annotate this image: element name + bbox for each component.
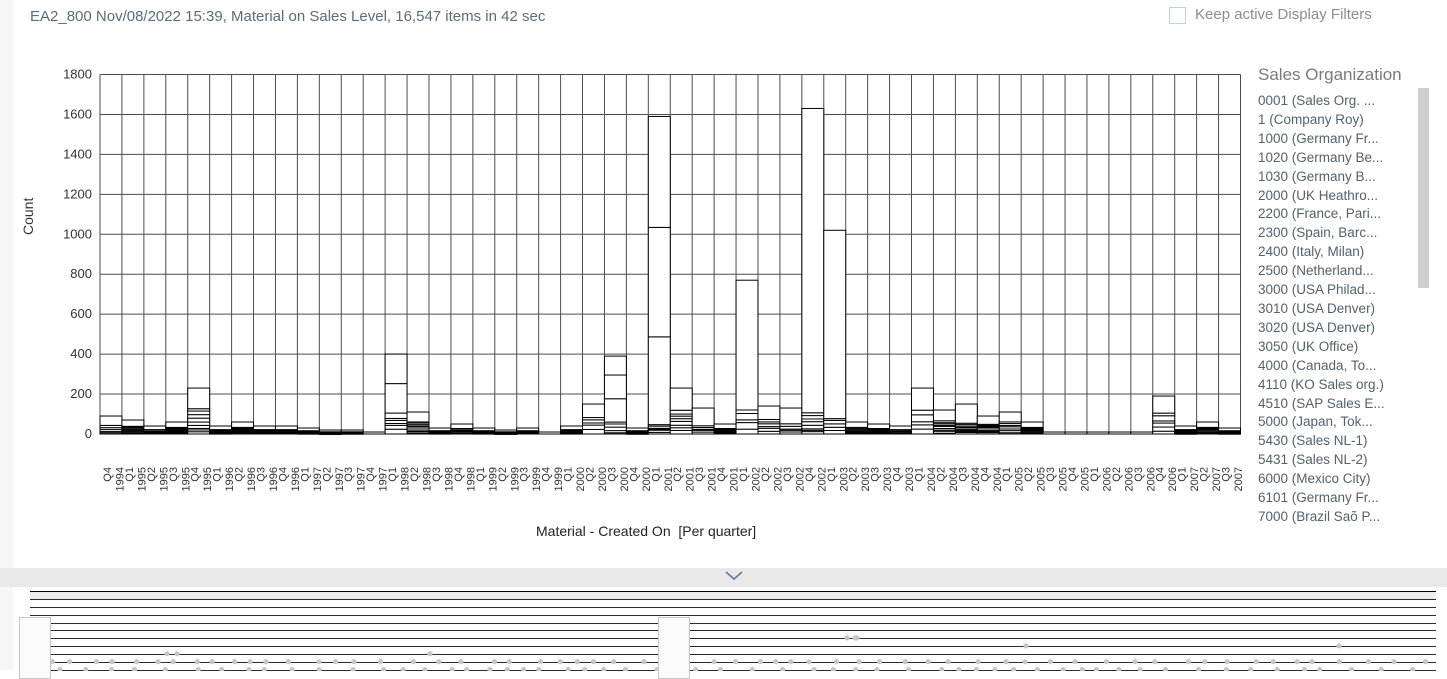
svg-text:0: 0	[85, 426, 92, 441]
svg-text:Q31996: Q31996	[256, 467, 281, 491]
svg-text:Q11999: Q11999	[475, 467, 500, 491]
svg-text:Q32000: Q32000	[606, 467, 631, 491]
svg-text:Q21998: Q21998	[409, 467, 434, 491]
svg-text:Q21995: Q21995	[146, 467, 171, 491]
svg-text:Q32003: Q32003	[870, 467, 895, 491]
svg-text:Q31999: Q31999	[519, 467, 544, 491]
svg-text:Q22000: Q22000	[584, 467, 609, 491]
svg-text:Q12001: Q12001	[650, 467, 675, 491]
svg-text:Q12002: Q12002	[738, 467, 763, 491]
svg-text:Q22002: Q22002	[760, 467, 785, 491]
svg-text:Q42003: Q42003	[892, 467, 917, 491]
svg-text:1400: 1400	[63, 146, 92, 161]
svg-text:Q41999: Q41999	[541, 467, 566, 491]
svg-text:Q41997: Q41997	[365, 467, 390, 491]
svg-text:Q32006: Q32006	[1133, 467, 1158, 491]
svg-text:Q41994: Q41994	[102, 467, 127, 491]
svg-text:Q12005: Q12005	[1001, 467, 1025, 491]
svg-text:Q42006: Q42006	[1155, 467, 1180, 491]
svg-text:1000: 1000	[63, 226, 92, 241]
svg-text:Q22006: Q22006	[1111, 467, 1136, 491]
svg-text:Q11997: Q11997	[299, 467, 324, 491]
svg-text:Q21996: Q21996	[234, 467, 259, 491]
svg-text:1200: 1200	[63, 186, 92, 201]
svg-text:Q42002: Q42002	[804, 467, 829, 491]
svg-text:Q32001: Q32001	[694, 467, 719, 491]
svg-text:600: 600	[70, 306, 92, 321]
svg-text:Q42001: Q42001	[716, 467, 741, 491]
svg-text:1600: 1600	[63, 106, 92, 121]
svg-text:1800: 1800	[63, 67, 92, 82]
svg-text:Q22004: Q22004	[935, 467, 960, 491]
svg-text:Q42005: Q42005	[1067, 467, 1092, 491]
svg-text:Q21997: Q21997	[321, 467, 346, 491]
svg-text:Q22005: Q22005	[1023, 467, 1048, 491]
svg-text:Q11996: Q11996	[212, 467, 237, 491]
svg-text:800: 800	[70, 266, 92, 281]
svg-text:Q11998: Q11998	[387, 467, 412, 491]
svg-text:Q32005: Q32005	[1045, 467, 1070, 491]
svg-text:Q31998: Q31998	[431, 467, 456, 491]
svg-text:200: 200	[70, 386, 92, 401]
svg-text:Q32004: Q32004	[957, 467, 982, 491]
svg-text:Q41998: Q41998	[453, 467, 478, 491]
svg-text:Q31997: Q31997	[343, 467, 368, 491]
svg-text:Q22007: Q22007	[1199, 467, 1224, 491]
svg-text:Q42004: Q42004	[979, 467, 1004, 491]
svg-text:Q12003: Q12003	[826, 467, 851, 491]
svg-text:Q22001: Q22001	[672, 467, 697, 491]
svg-text:Q32007: Q32007	[1221, 467, 1246, 491]
svg-text:Q31995: Q31995	[168, 467, 193, 491]
svg-text:Q42000: Q42000	[628, 467, 653, 491]
svg-text:Q12007: Q12007	[1177, 467, 1202, 491]
svg-text:Q41995: Q41995	[190, 467, 215, 491]
svg-text:Q12006: Q12006	[1089, 467, 1114, 491]
svg-text:400: 400	[70, 346, 92, 361]
svg-text:Q32002: Q32002	[782, 467, 807, 491]
svg-text:Q21999: Q21999	[497, 467, 522, 491]
svg-text:Q22003: Q22003	[848, 467, 873, 491]
svg-text:Q11995: Q11995	[124, 467, 149, 491]
svg-text:Q41996: Q41996	[277, 467, 302, 491]
svg-text:Q12004: Q12004	[913, 467, 938, 491]
svg-text:Q12000: Q12000	[563, 467, 588, 491]
